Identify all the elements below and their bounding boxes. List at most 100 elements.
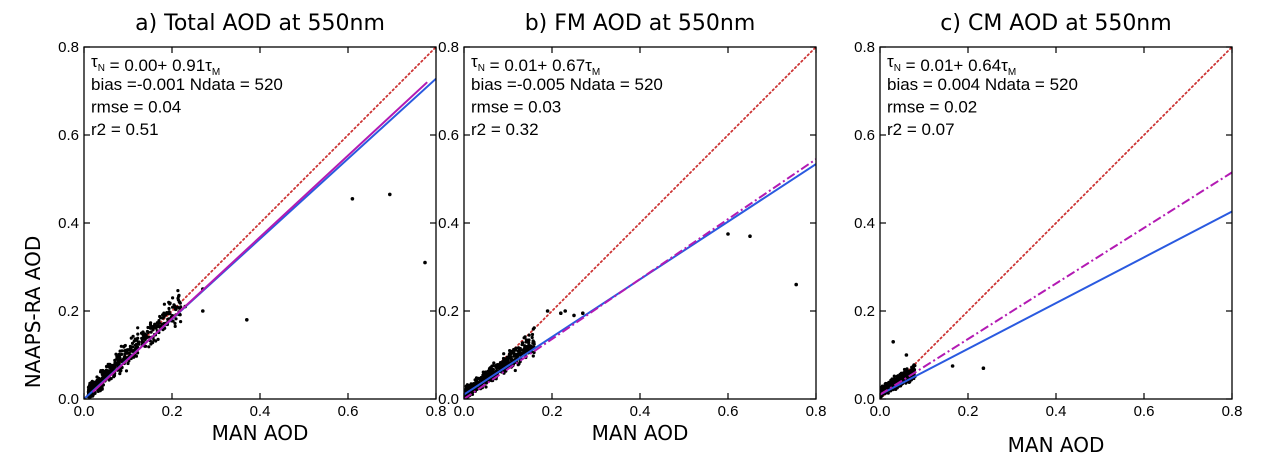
data-point [106,362,110,366]
data-point [480,377,484,381]
data-point [140,339,144,344]
data-point [490,364,494,368]
panel-title: a) Total AOD at 550nm [135,11,385,36]
data-point [162,311,166,315]
data-point-outlier [904,353,909,357]
data-point [886,391,890,395]
data-point [165,311,169,315]
fit-line [880,210,1232,396]
stats-line2: bias =-0.005 Ndata = 520 [471,75,663,94]
data-point [513,368,517,373]
data-point [174,307,178,312]
data-point [530,335,534,340]
x-tick-label: 0.0 [74,403,95,420]
x-tick-label: 0.6 [338,403,359,420]
data-point [895,375,899,379]
data-point [113,363,117,367]
data-point [149,321,153,325]
regression-equation: τN = 0.01+ 0.64τM [887,52,1016,78]
data-point [528,344,532,348]
data-point [171,305,175,309]
data-point-outlier [794,282,798,287]
equation-part: = 0.00+ 0.91τ [105,56,212,75]
stats-line3: rmse = 0.03 [471,98,561,117]
data-point [167,300,171,304]
equation-part: = 0.01+ 0.64τ [901,56,1008,75]
plot-area [84,47,436,399]
data-point [129,336,133,340]
data-point [905,369,910,373]
data-point [101,368,105,373]
data-point [120,358,124,362]
data-point [487,372,491,376]
x-tick-label: 0.2 [162,403,183,420]
panel-title: c) CM AOD at 550nm [940,11,1171,36]
data-point-outlier [726,232,730,236]
data-point [112,375,116,379]
panel-1: a) Total AOD at 550nm 0.00.0 0.2 0.2 0.4 0.4 0… [58,11,446,445]
data-point [899,375,903,380]
one-to-one-line [464,47,816,399]
data-point [905,371,910,375]
stats-line3: rmse = 0.02 [887,98,977,117]
data-point [148,326,153,330]
data-point [123,356,127,360]
x-tick-label: 0.0 [870,403,891,420]
equation-part: τ [471,52,478,71]
equation-part: N [98,63,105,74]
stats-line4: r2 = 0.32 [471,120,539,139]
data-point [124,369,129,373]
data-point [179,320,183,324]
y-tick-label: 0.0 [854,391,875,408]
data-point [908,371,912,375]
data-point [133,338,138,342]
data-point [155,321,159,325]
x-tick-label: 0.4 [250,403,271,420]
data-point [527,341,531,345]
data-point [151,328,155,332]
x-tick-label: 0.6 [1134,403,1155,420]
plot-area [464,47,816,399]
data-point [122,344,126,348]
data-point-outlier [981,366,986,371]
data-point [516,346,521,350]
data-point [144,344,148,348]
stats-line3: rmse = 0.04 [91,98,181,117]
data-point [101,374,106,378]
equation-part: M [592,67,600,78]
data-point [168,312,172,316]
x-tick-label: 0.4 [1046,403,1067,420]
data-point [158,314,162,319]
data-point [484,385,488,389]
data-point [483,376,487,380]
data-point [902,367,907,372]
data-point [531,341,535,345]
scatter-points [86,192,427,399]
data-point [502,352,506,356]
data-point-outlier [950,364,955,368]
y-tick-label: 0.4 [438,215,459,232]
y-axis-label: NAAPS-RA AOD [21,236,45,388]
y-tick-label: 0.8 [854,39,875,56]
y-tick-label: 0.2 [438,303,459,320]
data-point [143,337,147,341]
data-point [107,369,111,373]
data-point [883,382,887,386]
data-point [136,332,140,336]
data-point [465,388,469,392]
data-point-outlier [581,311,585,316]
data-point [149,330,153,334]
data-point-outlier [891,340,895,344]
data-point [531,354,535,358]
data-point [496,364,500,368]
data-point [882,386,886,390]
regression-equation: τN = 0.01+ 0.67τM [471,52,600,78]
data-point [118,372,122,376]
data-point-outlier [245,318,249,322]
data-point [133,343,137,347]
x-tick-label: 0.2 [542,403,563,420]
data-point [171,296,175,300]
data-point [527,333,531,337]
